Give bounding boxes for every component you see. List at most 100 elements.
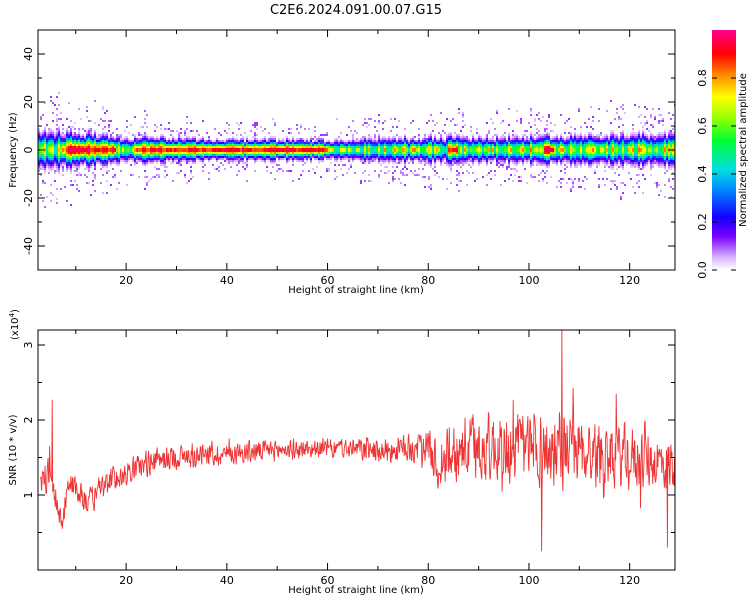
heatmap-cell: [88, 140, 90, 142]
heatmap-cell: [196, 140, 198, 142]
heatmap-cell: [524, 150, 526, 152]
heatmap-cell: [172, 140, 174, 142]
heatmap-cell: [502, 136, 504, 138]
heatmap-cell: [578, 164, 580, 166]
heatmap-cell: [80, 148, 82, 150]
heatmap-cell: [430, 114, 432, 116]
heatmap-cell: [426, 158, 428, 160]
heatmap-cell: [192, 176, 194, 178]
heatmap-cell: [486, 152, 488, 154]
heatmap-cell: [42, 134, 44, 136]
heatmap-cell: [518, 142, 520, 144]
heatmap-cell: [604, 144, 606, 146]
heatmap-cell: [60, 156, 62, 158]
heatmap-cell: [122, 142, 124, 144]
heatmap-cell: [504, 154, 506, 156]
heatmap-cell: [308, 140, 310, 142]
heatmap-cell: [94, 122, 96, 124]
heatmap-cell: [38, 142, 40, 144]
heatmap-cell: [44, 206, 46, 208]
heatmap-cell: [338, 164, 340, 166]
heatmap-cell: [74, 146, 76, 148]
heatmap-cell: [212, 150, 214, 152]
heatmap-cell: [618, 158, 620, 160]
heatmap-cell: [354, 158, 356, 160]
heatmap-cell: [142, 164, 144, 166]
heatmap-cell: [260, 138, 262, 140]
heatmap-cell: [552, 138, 554, 140]
heatmap-cell: [232, 144, 234, 146]
heatmap-cell: [502, 120, 504, 122]
heatmap-cell: [542, 154, 544, 156]
heatmap-cell: [540, 134, 542, 136]
heatmap-cell: [470, 154, 472, 156]
heatmap-cell: [568, 140, 570, 142]
heatmap-cell: [74, 150, 76, 152]
heatmap-cell: [100, 138, 102, 140]
heatmap-cell: [344, 154, 346, 156]
heatmap-cell: [624, 160, 626, 162]
heatmap-cell: [134, 152, 136, 154]
heatmap-cell: [266, 154, 268, 156]
heatmap-cell: [564, 160, 566, 162]
heatmap-cell: [184, 132, 186, 134]
heatmap-cell: [256, 124, 258, 126]
heatmap-cell: [434, 134, 436, 136]
heatmap-cell: [580, 148, 582, 150]
heatmap-cell: [458, 190, 460, 192]
heatmap-cell: [334, 160, 336, 162]
heatmap-cell: [566, 140, 568, 142]
heatmap-cell: [102, 108, 104, 110]
heatmap-cell: [256, 160, 258, 162]
heatmap-cell: [508, 156, 510, 158]
heatmap-cell: [188, 142, 190, 144]
heatmap-cell: [278, 156, 280, 158]
heatmap-cell: [570, 146, 572, 148]
heatmap-cell: [114, 160, 116, 162]
heatmap-cell: [362, 146, 364, 148]
heatmap-cell: [584, 148, 586, 150]
heatmap-cell: [492, 158, 494, 160]
heatmap-cell: [598, 158, 600, 160]
heatmap-cell: [434, 170, 436, 172]
heatmap-cell: [442, 130, 444, 132]
heatmap-cell: [58, 140, 60, 142]
heatmap-cell: [340, 152, 342, 154]
heatmap-cell: [390, 158, 392, 160]
heatmap-cell: [54, 180, 56, 182]
heatmap-cell: [274, 178, 276, 180]
heatmap-cell: [612, 158, 614, 160]
heatmap-cell: [272, 148, 274, 150]
heatmap-cell: [120, 150, 122, 152]
heatmap-cell: [606, 146, 608, 148]
heatmap-cell: [318, 160, 320, 162]
heatmap-cell: [48, 160, 50, 162]
heatmap-cell: [214, 158, 216, 160]
heatmap-cell: [600, 150, 602, 152]
heatmap-cell: [144, 188, 146, 190]
heatmap-cell: [430, 138, 432, 140]
heatmap-cell: [278, 140, 280, 142]
heatmap-cell: [310, 154, 312, 156]
heatmap-cell: [570, 178, 572, 180]
heatmap-cell: [112, 150, 114, 152]
heatmap-cell: [376, 144, 378, 146]
heatmap-cell: [320, 138, 322, 140]
heatmap-cell: [458, 136, 460, 138]
heatmap-cell: [52, 150, 54, 152]
heatmap-cell: [586, 146, 588, 148]
heatmap-cell: [616, 186, 618, 188]
heatmap-cell: [166, 174, 168, 176]
heatmap-cell: [276, 150, 278, 152]
heatmap-cell: [360, 152, 362, 154]
heatmap-cell: [148, 160, 150, 162]
heatmap-cell: [218, 152, 220, 154]
heatmap-cell: [116, 148, 118, 150]
heatmap-cell: [126, 154, 128, 156]
heatmap-cell: [456, 184, 458, 186]
heatmap-cell: [534, 124, 536, 126]
heatmap-cell: [534, 154, 536, 156]
heatmap-cell: [454, 156, 456, 158]
heatmap-cell: [102, 174, 104, 176]
heatmap-cell: [62, 144, 64, 146]
